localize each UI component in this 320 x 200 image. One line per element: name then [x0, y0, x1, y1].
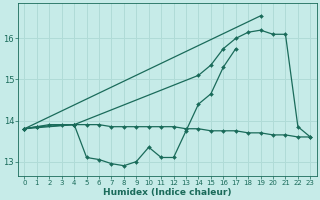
- X-axis label: Humidex (Indice chaleur): Humidex (Indice chaleur): [103, 188, 232, 197]
